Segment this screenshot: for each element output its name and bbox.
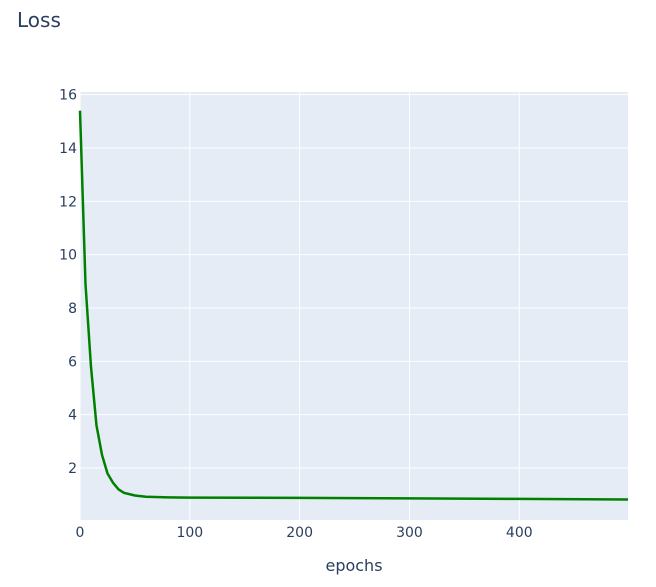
x-tick-label: 100 xyxy=(176,525,203,541)
y-tick-label: 12 xyxy=(59,194,77,210)
plot-area xyxy=(80,92,628,520)
x-axis-title: epochs xyxy=(325,556,382,575)
y-tick-label: 2 xyxy=(68,461,77,477)
x-tick-label: 200 xyxy=(286,525,313,541)
y-tick-label: 6 xyxy=(68,354,77,370)
loss-line xyxy=(78,110,629,501)
y-tick-label: 16 xyxy=(59,88,77,104)
x-tick-label: 400 xyxy=(506,525,533,541)
y-tick-label: 14 xyxy=(59,141,77,157)
x-tick-label: 0 xyxy=(76,525,85,541)
y-tick-label: 8 xyxy=(68,301,77,317)
chart-title: Loss xyxy=(17,8,61,32)
y-tick-label: 4 xyxy=(68,408,77,424)
x-tick-label: 300 xyxy=(396,525,423,541)
y-tick-label: 10 xyxy=(59,248,77,264)
